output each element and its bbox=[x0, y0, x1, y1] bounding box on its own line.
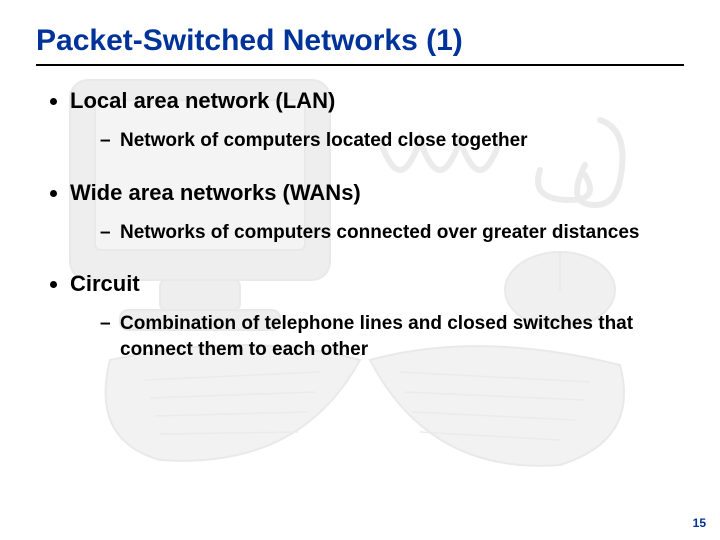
bullet-wan: Wide area networks (WANs) Networks of co… bbox=[70, 180, 684, 246]
subbullet-wan-1: Networks of computers connected over gre… bbox=[100, 220, 684, 246]
bullet-circuit: Circuit Combination of telephone lines a… bbox=[70, 271, 684, 362]
bullet-lan-label: Local area network (LAN) bbox=[70, 88, 335, 113]
slide-title: Packet-Switched Networks (1) bbox=[36, 24, 684, 58]
bullet-wan-label: Wide area networks (WANs) bbox=[70, 180, 361, 205]
title-underline bbox=[36, 64, 684, 66]
bullet-lan: Local area network (LAN) Network of comp… bbox=[70, 88, 684, 154]
bullet-circuit-label: Circuit bbox=[70, 271, 140, 296]
subbullet-circuit-1: Combination of telephone lines and close… bbox=[100, 311, 684, 362]
bullet-list: Local area network (LAN) Network of comp… bbox=[36, 88, 684, 363]
page-number: 15 bbox=[693, 516, 706, 530]
subbullet-lan-1: Network of computers located close toget… bbox=[100, 128, 684, 154]
